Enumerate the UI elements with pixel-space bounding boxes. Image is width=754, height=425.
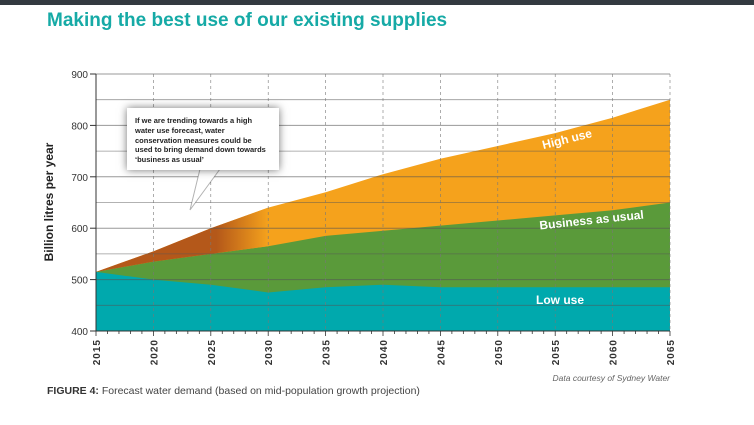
- x-tick-label: 2020: [149, 339, 160, 365]
- y-tick-label: 800: [71, 121, 88, 132]
- callout-pointer: [189, 168, 221, 211]
- figure-caption: FIGURE 4: Forecast water demand (based o…: [47, 385, 420, 397]
- x-tick-label: 2025: [207, 339, 218, 365]
- data-credit: Data courtesy of Sydney Water: [552, 373, 670, 383]
- y-tick-label: 500: [71, 276, 88, 287]
- top-bar: [0, 0, 754, 5]
- highlight-region: [96, 207, 269, 272]
- caption-label: FIGURE 4:: [47, 385, 99, 397]
- x-tick-label: 2030: [264, 339, 275, 365]
- x-tick-label: 2060: [609, 339, 620, 365]
- x-tick-label: 2045: [436, 339, 447, 365]
- x-tick-label: 2040: [379, 339, 390, 365]
- y-tick-label: 400: [71, 327, 88, 338]
- y-tick-label: 700: [71, 173, 88, 184]
- area-low-use: [96, 271, 670, 331]
- callout-box: If we are trending towards a high water …: [127, 108, 279, 170]
- x-tick-label: 2015: [92, 339, 103, 365]
- x-tick-label: 2035: [322, 339, 333, 365]
- caption-text: Forecast water demand (based on mid-popu…: [98, 385, 420, 397]
- page-title: Making the best use of our existing supp…: [47, 10, 448, 31]
- x-tick-label: 2055: [551, 339, 562, 365]
- y-tick-label: 600: [71, 224, 88, 235]
- series-label: Low use: [536, 293, 584, 307]
- x-tick-label: 2050: [494, 339, 505, 365]
- x-tick-label: 2065: [666, 339, 677, 365]
- y-tick-label: 900: [71, 70, 88, 81]
- y-axis-label: Billion litres per year: [42, 142, 56, 262]
